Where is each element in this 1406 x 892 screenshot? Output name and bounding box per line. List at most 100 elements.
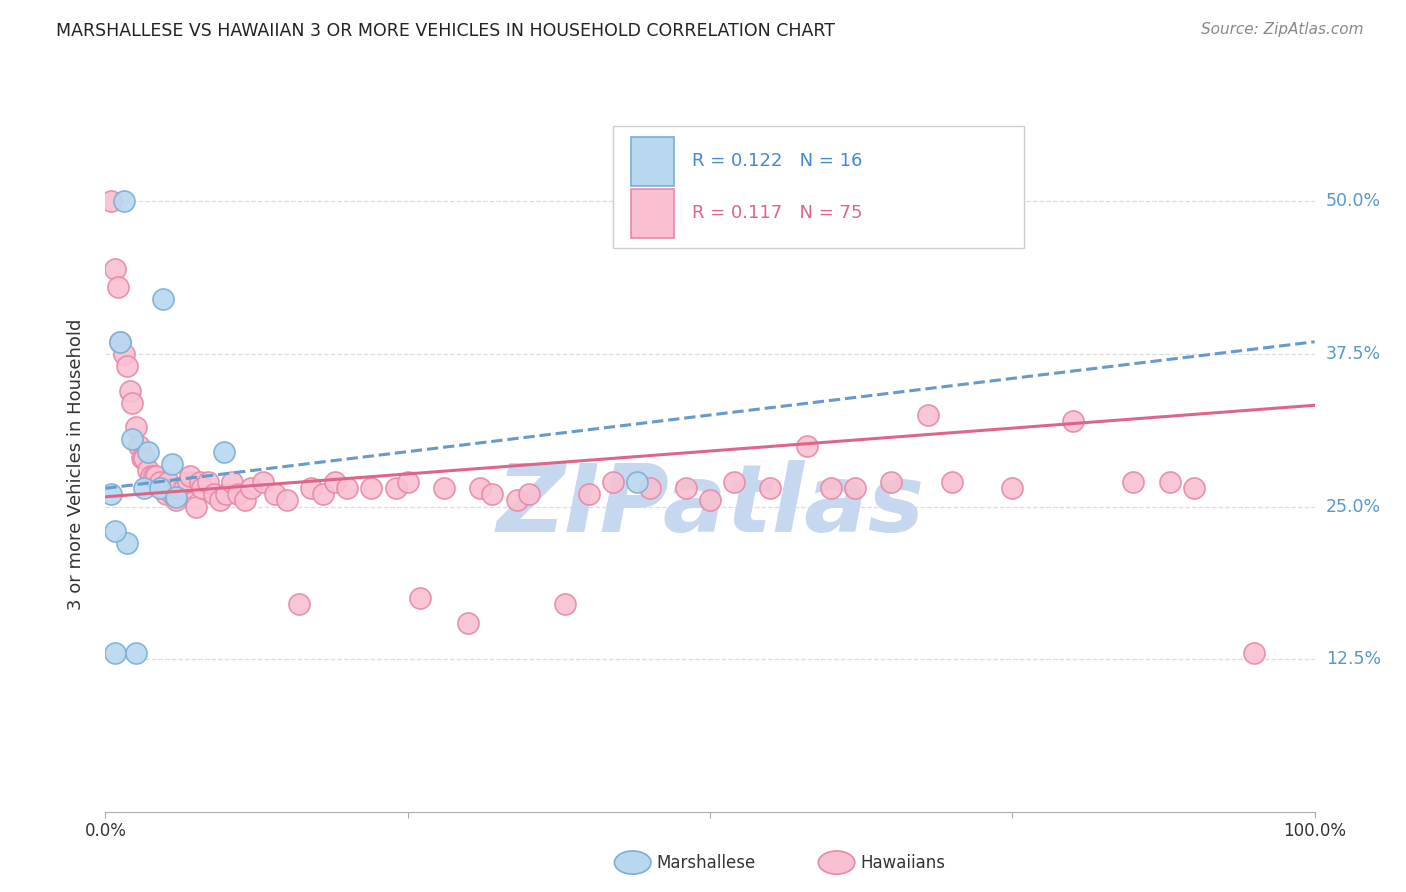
- Point: [554, 597, 576, 611]
- Point: [100, 487, 122, 501]
- Point: [136, 444, 159, 458]
- Point: [167, 481, 190, 495]
- Point: [263, 487, 285, 501]
- Point: [100, 194, 122, 209]
- Point: [112, 347, 135, 361]
- Point: [134, 450, 156, 465]
- Point: [131, 450, 153, 465]
- Point: [409, 591, 432, 606]
- Point: [221, 475, 243, 490]
- Point: [820, 481, 842, 495]
- Point: [1122, 475, 1144, 490]
- Point: [124, 646, 148, 660]
- Bar: [631, 136, 673, 186]
- Point: [433, 481, 456, 495]
- Point: [233, 493, 256, 508]
- Point: [165, 493, 187, 508]
- Point: [1243, 646, 1265, 660]
- Point: [104, 261, 127, 276]
- Point: [134, 481, 156, 495]
- Point: [796, 438, 818, 452]
- Point: [1062, 414, 1084, 428]
- Point: [160, 487, 183, 501]
- Point: [209, 493, 232, 508]
- Point: [396, 475, 419, 490]
- Text: Marshallese: Marshallese: [657, 854, 756, 871]
- Text: 37.5%: 37.5%: [1326, 345, 1381, 363]
- Point: [141, 469, 163, 483]
- Point: [149, 481, 172, 495]
- Point: [917, 408, 939, 422]
- Point: [176, 475, 198, 490]
- Point: [360, 481, 382, 495]
- Point: [481, 487, 503, 501]
- Point: [228, 487, 250, 501]
- Point: [202, 487, 225, 501]
- Point: [118, 384, 141, 398]
- Point: [470, 481, 492, 495]
- Bar: [631, 189, 673, 237]
- Point: [173, 481, 195, 495]
- Point: [128, 438, 150, 452]
- Point: [157, 475, 180, 490]
- Point: [323, 475, 346, 490]
- Point: [675, 481, 697, 495]
- Point: [212, 444, 235, 458]
- Point: [336, 481, 359, 495]
- Point: [638, 481, 661, 495]
- Point: [188, 475, 211, 490]
- Point: [145, 469, 167, 483]
- Text: 25.0%: 25.0%: [1326, 498, 1381, 516]
- Point: [149, 475, 172, 490]
- Point: [517, 487, 540, 501]
- Point: [112, 194, 135, 209]
- Point: [142, 469, 165, 483]
- Point: [239, 481, 262, 495]
- Point: [384, 481, 406, 495]
- Y-axis label: 3 or more Vehicles in Household: 3 or more Vehicles in Household: [66, 318, 84, 609]
- Point: [108, 334, 131, 349]
- Point: [121, 396, 143, 410]
- Point: [115, 536, 138, 550]
- Text: 50.0%: 50.0%: [1326, 193, 1381, 211]
- Point: [1001, 481, 1024, 495]
- Point: [759, 481, 782, 495]
- Point: [602, 475, 624, 490]
- Text: R = 0.117   N = 75: R = 0.117 N = 75: [692, 204, 862, 222]
- Point: [578, 487, 600, 501]
- Point: [1182, 481, 1205, 495]
- Point: [186, 500, 208, 514]
- Point: [191, 481, 214, 495]
- Point: [121, 433, 143, 447]
- Point: [136, 463, 159, 477]
- Point: [276, 493, 298, 508]
- Point: [1159, 475, 1181, 490]
- Point: [312, 487, 335, 501]
- Point: [215, 487, 238, 501]
- Point: [844, 481, 866, 495]
- FancyBboxPatch shape: [613, 127, 1025, 248]
- Text: 12.5%: 12.5%: [1326, 650, 1381, 668]
- Point: [699, 493, 721, 508]
- Point: [165, 490, 187, 504]
- Point: [288, 597, 311, 611]
- Point: [108, 334, 131, 349]
- Point: [160, 457, 183, 471]
- Point: [457, 615, 479, 630]
- Point: [252, 475, 274, 490]
- Text: Source: ZipAtlas.com: Source: ZipAtlas.com: [1201, 22, 1364, 37]
- Point: [104, 524, 127, 538]
- Point: [880, 475, 903, 490]
- Text: ZIPatlas: ZIPatlas: [496, 459, 924, 551]
- Point: [505, 493, 527, 508]
- Text: MARSHALLESE VS HAWAIIAN 3 OR MORE VEHICLES IN HOUSEHOLD CORRELATION CHART: MARSHALLESE VS HAWAIIAN 3 OR MORE VEHICL…: [56, 22, 835, 40]
- Point: [104, 646, 127, 660]
- Text: R = 0.122   N = 16: R = 0.122 N = 16: [692, 153, 862, 170]
- Point: [299, 481, 322, 495]
- Point: [179, 469, 201, 483]
- Point: [723, 475, 745, 490]
- Point: [124, 420, 148, 434]
- Text: Hawaiians: Hawaiians: [860, 854, 945, 871]
- Point: [197, 475, 219, 490]
- Point: [626, 475, 648, 490]
